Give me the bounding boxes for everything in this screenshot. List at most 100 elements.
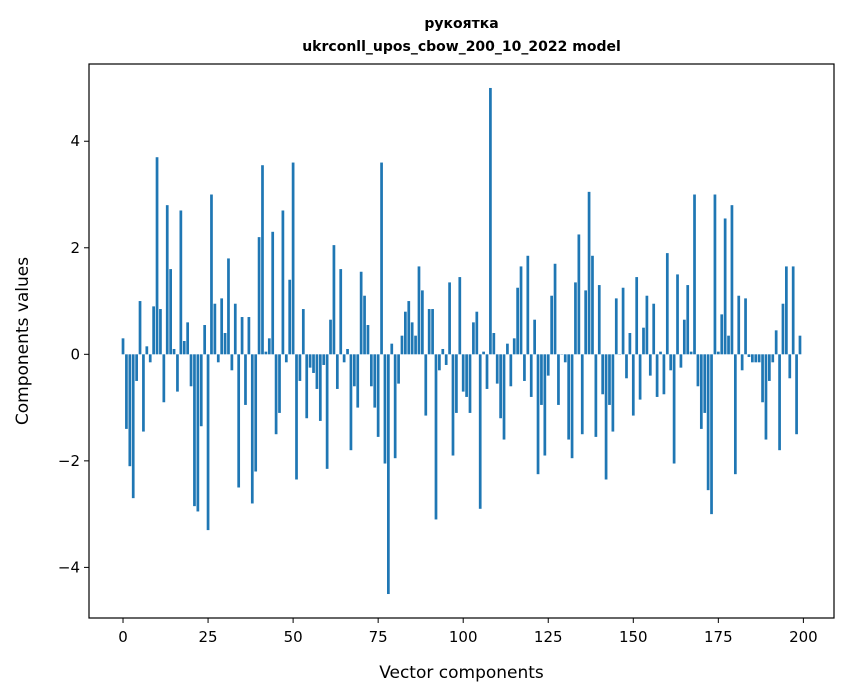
- bar: [696, 354, 700, 387]
- bar: [608, 354, 611, 405]
- bar: [461, 354, 465, 392]
- bar: [614, 298, 618, 355]
- bar: [407, 301, 411, 355]
- bar: [662, 354, 666, 395]
- bar: [390, 343, 394, 355]
- bar: [628, 333, 632, 355]
- bar: [638, 354, 642, 400]
- bar: [482, 351, 485, 355]
- bar: [363, 295, 366, 355]
- bar: [271, 231, 275, 355]
- bar: [356, 354, 360, 408]
- bar: [625, 354, 628, 379]
- bar: [733, 354, 737, 475]
- bar: [475, 311, 479, 355]
- bar: [142, 354, 145, 432]
- bar: [267, 338, 271, 355]
- bar: [250, 354, 254, 504]
- bar: [438, 354, 441, 371]
- bar: [611, 354, 615, 432]
- bar: [519, 266, 523, 355]
- chart-title: рукоятка: [424, 16, 498, 32]
- bar: [768, 354, 771, 381]
- bar: [404, 311, 407, 355]
- bar: [315, 354, 319, 389]
- bar: [798, 335, 802, 355]
- bar: [757, 354, 761, 363]
- bar: [284, 354, 288, 363]
- bar: [686, 285, 690, 355]
- bar: [723, 218, 727, 355]
- bar: [716, 351, 720, 355]
- bar: [523, 354, 526, 381]
- y-tick-label: 0: [70, 345, 80, 363]
- x-tick-label: 0: [118, 628, 128, 646]
- bar: [380, 162, 383, 355]
- bar: [529, 354, 533, 397]
- bar: [322, 354, 326, 365]
- bar: [540, 354, 543, 405]
- bar: [740, 354, 744, 371]
- bar: [434, 354, 438, 520]
- bar: [237, 354, 241, 488]
- bar: [383, 354, 387, 464]
- bar: [359, 271, 363, 355]
- bar: [301, 309, 305, 355]
- bar: [631, 354, 635, 416]
- bar: [352, 354, 356, 387]
- bar: [533, 319, 536, 355]
- bar: [189, 354, 193, 387]
- x-tick-label: 150: [619, 628, 648, 646]
- bar: [679, 354, 683, 368]
- bar: [335, 354, 339, 389]
- bar: [155, 157, 159, 355]
- bar: [512, 338, 516, 355]
- x-tick-label: 175: [704, 628, 733, 646]
- bar: [492, 333, 496, 355]
- bar: [754, 354, 758, 363]
- bar: [499, 354, 502, 419]
- bar: [451, 354, 455, 456]
- bar: [448, 282, 451, 355]
- bar: [720, 314, 724, 355]
- bar: [431, 309, 434, 355]
- bar: [274, 354, 278, 435]
- bar: [553, 263, 557, 355]
- bar: [193, 354, 196, 507]
- bar: [332, 245, 336, 355]
- x-tick-label: 75: [369, 628, 388, 646]
- bar: [186, 322, 190, 355]
- bar: [145, 346, 149, 355]
- y-tick-label: −2: [58, 452, 80, 470]
- bar: [196, 354, 200, 512]
- bar: [165, 205, 169, 355]
- bar: [730, 205, 734, 355]
- bar: [584, 290, 588, 355]
- bar: [417, 266, 421, 355]
- bar: [502, 354, 506, 440]
- bar: [223, 333, 227, 355]
- bar: [318, 354, 322, 421]
- bar: [230, 354, 234, 371]
- bars-group: [121, 87, 802, 595]
- y-tick-label: 4: [70, 132, 80, 150]
- x-tick-label: 100: [449, 628, 478, 646]
- bar: [176, 354, 179, 392]
- bar: [288, 279, 292, 355]
- bar: [689, 351, 693, 355]
- bar: [601, 354, 605, 395]
- bar: [227, 258, 230, 355]
- bar: [526, 255, 530, 355]
- bar: [747, 354, 751, 357]
- bar: [159, 309, 162, 355]
- bar: [744, 298, 747, 355]
- bar: [125, 354, 128, 429]
- bar: [472, 322, 475, 355]
- bar: [764, 354, 768, 440]
- bar: [444, 354, 448, 365]
- bar: [291, 162, 295, 355]
- bar: [761, 354, 764, 403]
- bar: [665, 253, 669, 355]
- bar: [182, 341, 186, 355]
- bar: [543, 354, 547, 456]
